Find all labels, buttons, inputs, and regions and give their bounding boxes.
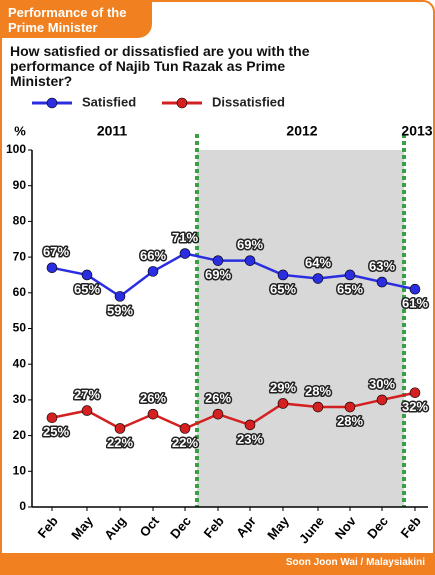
data-point — [376, 394, 388, 406]
data-point — [312, 273, 324, 284]
data-label: 28% — [337, 413, 363, 428]
data-label: 69% — [205, 267, 231, 282]
legend-label: Satisfied — [82, 94, 136, 109]
data-label: 66% — [140, 248, 166, 263]
x-tick-label: Apr — [233, 513, 259, 540]
y-tick-label: 20 — [13, 428, 27, 442]
data-point — [179, 423, 191, 434]
y-tick-label: 30 — [13, 392, 27, 406]
year-label: 2011 — [97, 123, 128, 139]
data-point — [244, 255, 256, 266]
data-point — [46, 412, 58, 424]
data-label: 32% — [402, 399, 428, 414]
x-tick-label: Feb — [398, 513, 424, 540]
y-tick-label: 50 — [13, 321, 27, 335]
x-tick-label: Feb — [35, 513, 61, 540]
x-tick-label: Oct — [137, 513, 163, 540]
x-tick-label: Feb — [201, 513, 227, 540]
data-label: 27% — [74, 387, 100, 402]
data-point — [409, 283, 421, 295]
data-label: 22% — [107, 435, 133, 450]
header: Performance of the Prime Minister — [2, 2, 152, 38]
data-label: 67% — [43, 244, 69, 259]
data-label: 59% — [107, 303, 133, 318]
data-point — [376, 276, 388, 288]
data-point — [277, 398, 289, 409]
data-label: 29% — [270, 380, 296, 395]
y-tick-label: 70 — [13, 249, 27, 263]
chart-title: How satisfied or dissatisfied are you wi… — [10, 43, 310, 89]
y-tick-label: 60 — [13, 285, 27, 299]
data-point — [277, 269, 289, 281]
x-tick-label: Nov — [332, 513, 360, 542]
x-tick-label: Dec — [364, 513, 391, 541]
data-label: 26% — [205, 391, 231, 406]
data-label: 23% — [237, 431, 263, 446]
x-tick-label: Aug — [101, 513, 129, 542]
y-tick-label: 100 — [6, 142, 26, 156]
data-point — [212, 408, 224, 420]
y-tick-label: 0 — [19, 499, 26, 513]
y-tick-label: 90 — [13, 178, 27, 192]
y-tick-label: 10 — [13, 463, 27, 477]
data-label: 25% — [43, 424, 69, 439]
y-axis-label: % — [14, 123, 26, 138]
data-label: 65% — [270, 281, 296, 296]
year-label: 2013 — [401, 123, 432, 139]
data-point — [409, 387, 421, 399]
data-label: 61% — [402, 296, 428, 311]
data-point — [147, 408, 159, 420]
data-label: 65% — [74, 281, 100, 296]
series-line — [51, 391, 416, 430]
data-point — [344, 401, 356, 413]
data-label: 28% — [305, 383, 331, 398]
data-label: 30% — [369, 376, 395, 391]
data-label: 22% — [172, 435, 198, 450]
data-label: 65% — [337, 281, 363, 296]
series-line — [51, 252, 416, 298]
data-point — [81, 269, 93, 281]
data-label: 63% — [369, 259, 395, 274]
y-tick-label: 80 — [13, 214, 27, 228]
y-tick-label: 40 — [13, 356, 27, 370]
source: Soon Joon Wai / Malaysiakini — [2, 553, 433, 573]
legend-marker — [176, 97, 188, 109]
period-band — [197, 150, 404, 507]
x-tick-label: June — [296, 513, 327, 546]
data-label: 64% — [305, 255, 331, 270]
data-point — [179, 248, 191, 259]
data-point — [46, 262, 58, 274]
legend-label: Dissatisfied — [212, 94, 285, 109]
x-tick-label: Dec — [167, 513, 194, 541]
year-label: 2012 — [286, 123, 317, 139]
data-point — [81, 405, 93, 416]
x-tick-label: May — [68, 513, 96, 543]
data-point — [244, 419, 256, 431]
data-point — [147, 266, 159, 277]
data-point — [114, 423, 126, 434]
data-label: 71% — [172, 230, 198, 245]
data-label: 26% — [140, 391, 166, 406]
data-point — [212, 255, 224, 266]
legend-marker — [46, 97, 58, 109]
data-point — [114, 291, 126, 302]
data-label: 69% — [237, 237, 263, 252]
data-point — [312, 401, 324, 413]
x-tick-label: May — [264, 513, 292, 543]
data-point — [344, 269, 356, 281]
